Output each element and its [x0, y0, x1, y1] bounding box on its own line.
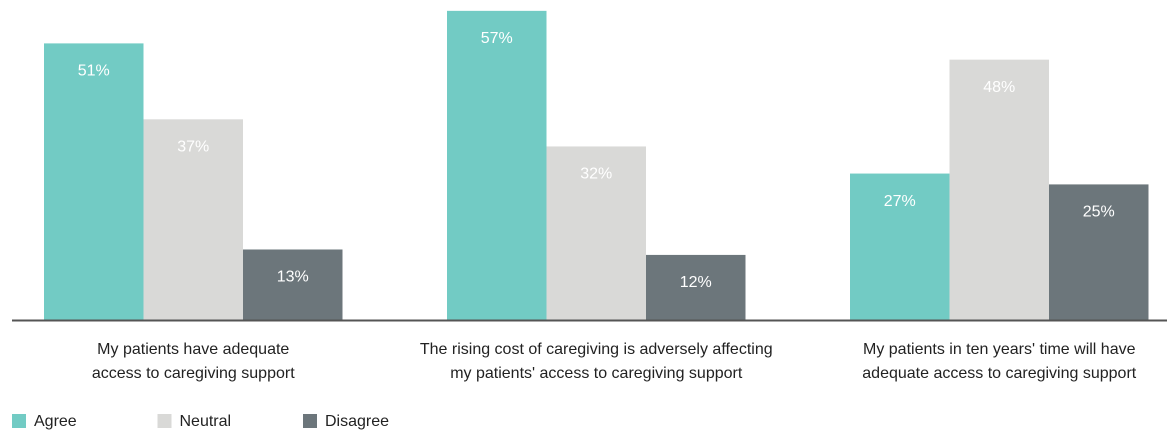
bar — [949, 59, 1049, 321]
category-label: The rising cost of caregiving is adverse… — [419, 341, 773, 382]
value-label: 57% — [481, 30, 513, 47]
bar — [447, 10, 547, 320]
bar — [546, 146, 646, 320]
category-label: My patients have adequate access to care… — [91, 341, 295, 382]
value-label: 51% — [78, 63, 110, 80]
bar — [143, 119, 243, 320]
value-label: 25% — [1083, 204, 1115, 221]
legend-swatch — [303, 414, 317, 428]
bar — [850, 173, 950, 320]
legend-swatch — [12, 414, 26, 428]
legend-label: Neutral — [180, 413, 232, 430]
value-label: 48% — [983, 79, 1015, 96]
legend-label: Disagree — [325, 413, 389, 430]
value-label: 13% — [277, 269, 309, 286]
category-label: My patients in ten years' time will have… — [862, 341, 1137, 382]
value-label: 12% — [680, 274, 712, 291]
bar — [646, 254, 746, 320]
bar — [243, 249, 343, 320]
bar — [1049, 184, 1149, 320]
legend-label: Agree — [34, 413, 77, 430]
value-label: 27% — [884, 193, 916, 210]
bar — [44, 43, 144, 320]
legend-swatch — [157, 414, 172, 428]
value-label: 37% — [177, 139, 209, 156]
value-label: 32% — [580, 166, 612, 183]
